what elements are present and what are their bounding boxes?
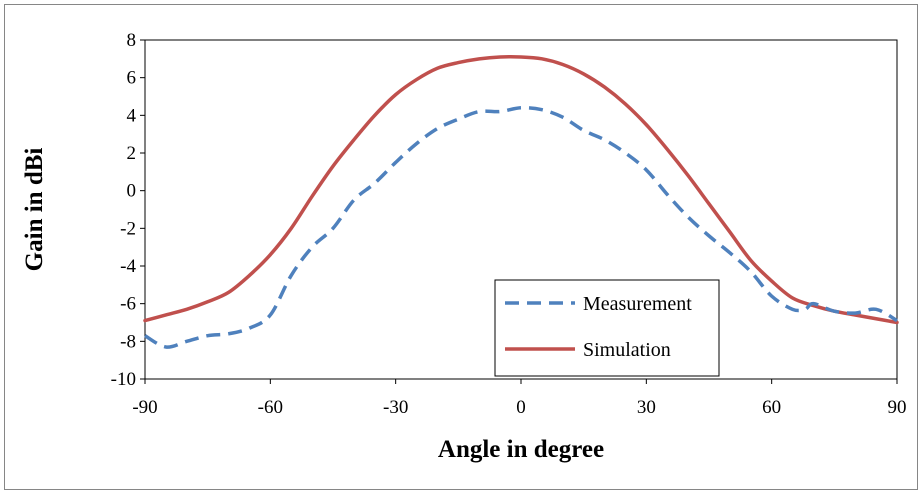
legend: Measurement Simulation	[494, 279, 720, 377]
x-tick-label: -30	[383, 397, 408, 418]
y-tick-label: -8	[120, 331, 136, 352]
x-axis-ticks: -90 -60 -30 0 30 60 90	[132, 379, 907, 418]
legend-simulation-label: Simulation	[583, 339, 671, 361]
x-tick-label: -60	[258, 397, 283, 418]
y-axis-title: Gain in dBi	[21, 148, 48, 272]
series-layer	[143, 54, 899, 349]
y-tick-label: 6	[127, 68, 137, 89]
y-tick-label: 8	[127, 30, 137, 51]
x-tick-label: 30	[637, 397, 656, 418]
y-tick-label: -6	[120, 294, 136, 315]
legend-measurement-label: Measurement	[583, 293, 692, 315]
x-tick-label: 90	[888, 397, 907, 418]
x-tick-label: -90	[132, 397, 157, 418]
series-line-simulation	[143, 54, 899, 325]
y-tick-label: 2	[127, 143, 137, 164]
y-tick-label: -4	[120, 256, 136, 277]
y-tick-label: -2	[120, 218, 136, 239]
y-axis-ticks: -10 -8 -6 -4 -2 0 2 4 6 8	[111, 30, 145, 390]
legend-box	[494, 279, 720, 377]
x-tick-label: 0	[516, 397, 526, 418]
series-line-measurement	[144, 105, 898, 349]
x-axis-title: Angle in degree	[438, 436, 604, 463]
y-tick-label: 4	[127, 105, 137, 126]
y-tick-label: 0	[127, 181, 137, 202]
x-tick-label: 60	[762, 397, 781, 418]
y-tick-label: -10	[111, 369, 136, 390]
